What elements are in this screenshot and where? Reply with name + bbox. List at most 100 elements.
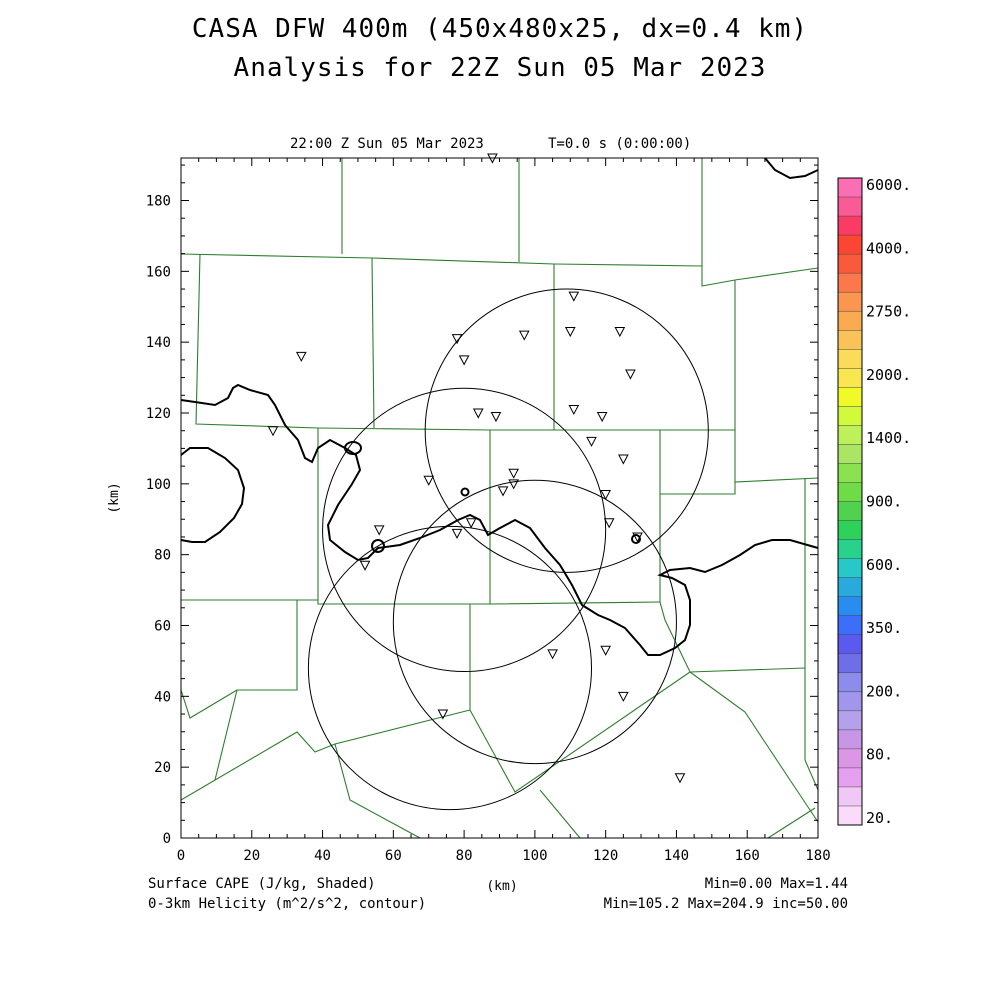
y-tick-label: 180: [146, 194, 171, 210]
colorbar-swatch: [838, 368, 862, 388]
helicity-contour-main: [180, 383, 819, 656]
station-marker: [437, 709, 449, 720]
helicity-contour-north-east: [764, 157, 819, 180]
station-marker: [603, 518, 615, 529]
colorbar-swatch: [838, 292, 862, 312]
colorbar-swatch: [838, 634, 862, 655]
station-marker: [568, 404, 580, 416]
colorbar-swatch: [838, 729, 862, 750]
colorbar-swatch: [838, 710, 862, 731]
colorbar-swatch: [838, 311, 862, 331]
station-marker: [600, 645, 611, 656]
station-marker: [373, 525, 385, 536]
plot-time: 22:00 Z Sun 05 Mar 2023: [290, 136, 484, 152]
y-tick-label: 60: [154, 619, 171, 635]
x-tick-label: 100: [522, 848, 547, 864]
axis-tick-labels: 0 20 40 60 80 100 120 140 160 180 0 20 40 60 80 100 120 1…: [146, 194, 831, 865]
y-tick-label: 120: [146, 406, 171, 422]
station-marker: [267, 426, 279, 437]
colorbar-label: 2000.: [866, 366, 911, 384]
station-marker: [614, 327, 626, 338]
title-line-1: CASA DFW 400m (450x480x25, dx=0.4 km): [191, 14, 809, 44]
station-marker: [465, 518, 477, 529]
radar-ring-1: [307, 525, 593, 811]
radar-range-rings: [307, 288, 709, 811]
helicity-contour-cell-1: [371, 539, 385, 553]
colorbar-swatch: [838, 615, 862, 636]
colorbar-swatch: [838, 691, 862, 712]
colorbar-frame: [837, 177, 863, 826]
colorbar-swatch: [838, 767, 862, 788]
colorbar-swatch: [838, 273, 862, 293]
x-tick-label: 60: [385, 848, 402, 864]
station-marker: [359, 560, 371, 571]
station-marker: [600, 489, 611, 501]
y-tick-label: 100: [146, 477, 171, 493]
colorbar-label: 600.: [866, 556, 902, 574]
station-marker: [490, 412, 502, 423]
station-markers: [267, 153, 686, 784]
radar-ring-3: [392, 479, 677, 765]
x-tick-label: 140: [664, 848, 689, 864]
colorbar-swatch: [838, 805, 862, 826]
y-tick-label: 140: [146, 335, 171, 351]
colorbar-swatch: [838, 406, 862, 426]
station-marker: [518, 330, 530, 341]
colorbar-swatch: [838, 330, 862, 350]
station-marker: [586, 436, 597, 447]
helicity-contour-cell-2: [460, 487, 470, 497]
helicity-contours: [180, 157, 819, 656]
station-marker: [295, 351, 307, 362]
station-marker: [596, 412, 608, 423]
y-tick-label: 160: [146, 264, 171, 280]
radar-ring-2: [322, 387, 607, 673]
x-tick-label: 180: [805, 848, 830, 864]
colorbar-swatch: [838, 520, 862, 541]
colorbar-swatch: [838, 254, 862, 274]
station-marker: [451, 528, 463, 539]
colorbar-label: 2750.: [866, 303, 911, 321]
station-marker: [632, 532, 643, 543]
colorbar: 6000. 4000. 2750. 2000. 1400. 900. 600. 350. 200…: [837, 176, 911, 827]
station-marker: [497, 486, 509, 497]
y-tick-label: 40: [154, 689, 171, 705]
station-marker: [618, 691, 629, 702]
colorbar-swatch: [838, 539, 862, 560]
x-tick-label: 120: [593, 848, 618, 864]
colorbar-label: 80.: [866, 746, 893, 764]
colorbar-swatch: [838, 653, 862, 674]
x-tick-label: 20: [243, 848, 260, 864]
station-marker: [564, 327, 576, 338]
shaded-field-stats: Min=0.00 Max=1.44: [704, 876, 848, 892]
station-marker: [472, 408, 484, 419]
colorbar-swatch: [838, 216, 862, 236]
contour-field-label: 0-3km Helicity (m^2/s^2, contour): [148, 896, 427, 912]
colorbar-swatch: [838, 463, 862, 483]
station-marker: [618, 454, 629, 465]
plot-frame: [180, 157, 819, 839]
x-tick-label: 80: [456, 848, 473, 864]
colorbar-swatch: [838, 596, 862, 617]
colorbar-label: 4000.: [866, 239, 911, 257]
y-tick-label: 20: [154, 760, 171, 776]
helicity-contour-small: [344, 441, 363, 455]
colorbar-swatch: [838, 672, 862, 693]
colorbar-swatch: [838, 482, 862, 502]
colorbar-label: 350.: [866, 619, 902, 637]
station-marker: [674, 773, 686, 784]
colorbar-label: 1400.: [866, 429, 911, 447]
colorbar-swatch: [838, 349, 862, 369]
x-tick-label: 160: [735, 848, 760, 864]
station-marker: [451, 334, 463, 345]
helicity-contour-west: [180, 447, 246, 543]
x-tick-label: 0: [177, 848, 185, 864]
station-marker: [508, 479, 519, 490]
colorbar-label: 6000.: [866, 176, 911, 194]
colorbar-swatch: [838, 577, 862, 598]
colorbar-swatch: [838, 786, 862, 807]
plot-t-value: T=0.0 s (0:00:00): [548, 136, 692, 152]
colorbar-swatch: [838, 387, 862, 407]
station-marker: [547, 649, 558, 660]
colorbar-swatch: [838, 425, 862, 445]
